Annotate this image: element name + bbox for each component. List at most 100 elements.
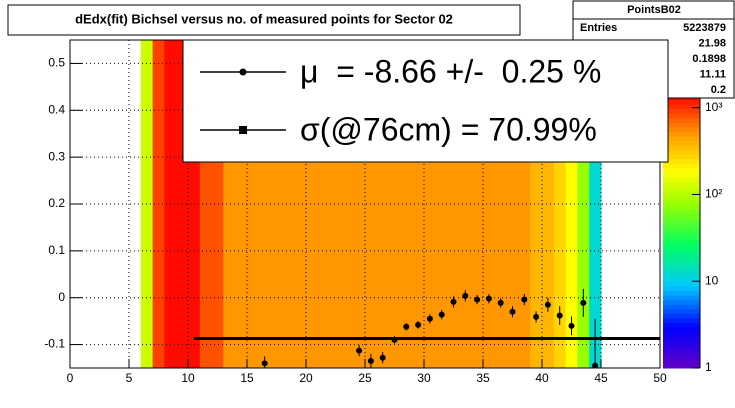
z-tick-label: 10² xyxy=(705,187,722,201)
profile-point xyxy=(391,336,398,343)
legend-marker xyxy=(239,126,247,134)
profile-point xyxy=(356,347,363,354)
color-swatch xyxy=(663,349,700,355)
profile-point xyxy=(261,360,268,367)
y-tick-label: 0.2 xyxy=(48,196,65,210)
stats-title: PointsB02 xyxy=(627,4,681,16)
color-swatch xyxy=(663,176,700,182)
legend-items: μ = -8.66 +/- 0.25 % σ(@76cm) = 70.99% xyxy=(200,53,601,147)
legend: μ = -8.66 +/- 0.25 % σ(@76cm) = 70.99% xyxy=(182,39,669,163)
color-swatch xyxy=(663,236,700,242)
color-swatch xyxy=(663,190,700,196)
color-swatch xyxy=(663,331,700,337)
color-swatch xyxy=(663,299,700,305)
color-swatch xyxy=(663,240,700,246)
color-swatch xyxy=(663,199,700,205)
color-swatch xyxy=(663,267,700,273)
color-swatch xyxy=(663,213,700,219)
color-swatch xyxy=(663,226,700,232)
color-swatch xyxy=(663,286,700,292)
profile-point xyxy=(580,299,587,306)
title-box xyxy=(7,4,521,36)
color-swatch xyxy=(663,145,700,151)
x-tick-label: 45 xyxy=(594,371,608,385)
stats-value: 0.1898 xyxy=(692,53,726,65)
z-tick-label: 10³ xyxy=(705,100,722,114)
color-swatch xyxy=(663,149,700,155)
color-swatch xyxy=(663,327,700,333)
color-bar: 1 10 10² 10³ xyxy=(663,95,722,374)
color-swatch xyxy=(663,186,700,192)
y-tick-label: 0.4 xyxy=(48,102,65,116)
profile-point xyxy=(544,301,551,308)
color-swatch xyxy=(663,336,700,342)
profile-point xyxy=(533,313,540,320)
color-swatch xyxy=(663,208,700,214)
color-swatch xyxy=(663,304,700,310)
color-swatch xyxy=(663,258,700,264)
stats-value: 21.98 xyxy=(698,37,726,49)
profile-point xyxy=(403,323,410,330)
x-tick-label: 40 xyxy=(535,371,549,385)
color-swatch xyxy=(663,295,700,301)
profile-point xyxy=(474,296,481,303)
axes: 0 5 10 15 20 25 30 35 40 45 50 -0.1 0 0.1 0.2 0.3 0.4 0.5 xyxy=(44,39,667,385)
profile-point xyxy=(415,321,422,328)
profile-point xyxy=(438,311,445,318)
color-swatch xyxy=(663,222,700,228)
color-swatch xyxy=(663,217,700,223)
color-swatch xyxy=(663,158,700,164)
color-swatch xyxy=(663,363,700,369)
z-tick-label: 1 xyxy=(705,360,712,374)
color-swatch xyxy=(663,231,700,237)
color-swatch xyxy=(663,163,700,169)
color-swatch xyxy=(663,249,700,255)
color-swatch xyxy=(663,317,700,323)
color-swatch xyxy=(663,281,700,287)
color-swatch xyxy=(663,135,700,141)
color-swatch xyxy=(663,313,700,319)
x-tick-label: 0 xyxy=(67,371,74,385)
color-swatch xyxy=(663,195,700,201)
color-swatch xyxy=(663,117,700,123)
color-swatch xyxy=(663,181,700,187)
stats-value: 0.2 xyxy=(711,84,726,96)
profile-point xyxy=(367,357,374,364)
x-tick-label: 20 xyxy=(299,371,313,385)
profile-point xyxy=(509,308,516,315)
profile xyxy=(193,288,660,368)
color-swatch xyxy=(663,167,700,173)
color-swatch xyxy=(663,204,700,210)
x-tick-label: 25 xyxy=(358,371,372,385)
profile-point xyxy=(592,362,599,368)
color-swatch xyxy=(663,254,700,260)
x-tick-label: 15 xyxy=(240,371,254,385)
color-swatch xyxy=(663,126,700,132)
profile-point xyxy=(450,298,457,305)
color-swatch xyxy=(663,263,700,269)
color-swatch xyxy=(663,290,700,296)
y-tick-label: 0.5 xyxy=(48,56,65,70)
color-swatch xyxy=(663,308,700,314)
color-swatch xyxy=(663,113,700,119)
x-tick-label: 35 xyxy=(476,371,490,385)
color-swatch xyxy=(663,104,700,110)
color-swatch xyxy=(663,358,700,364)
x-tick-label: 10 xyxy=(181,371,195,385)
y-tick-label: 0 xyxy=(58,290,65,304)
y-tick-label: 0.1 xyxy=(48,243,65,257)
stats-value: 11.11 xyxy=(700,68,726,80)
chart-title: dEdx(fit) Bichsel versus no. of measured… xyxy=(75,11,453,26)
color-swatch xyxy=(663,245,700,251)
color-swatch xyxy=(663,154,700,160)
color-swatch xyxy=(663,131,700,137)
stats-value: 5223879 xyxy=(683,22,726,34)
x-tick-label: 30 xyxy=(417,371,431,385)
y-tick-label: 0.3 xyxy=(48,149,65,163)
color-swatch xyxy=(663,345,700,351)
profile-point xyxy=(556,312,563,319)
x-tick-label: 5 xyxy=(126,371,133,385)
profile-point xyxy=(426,315,433,322)
legend-box xyxy=(182,39,669,163)
